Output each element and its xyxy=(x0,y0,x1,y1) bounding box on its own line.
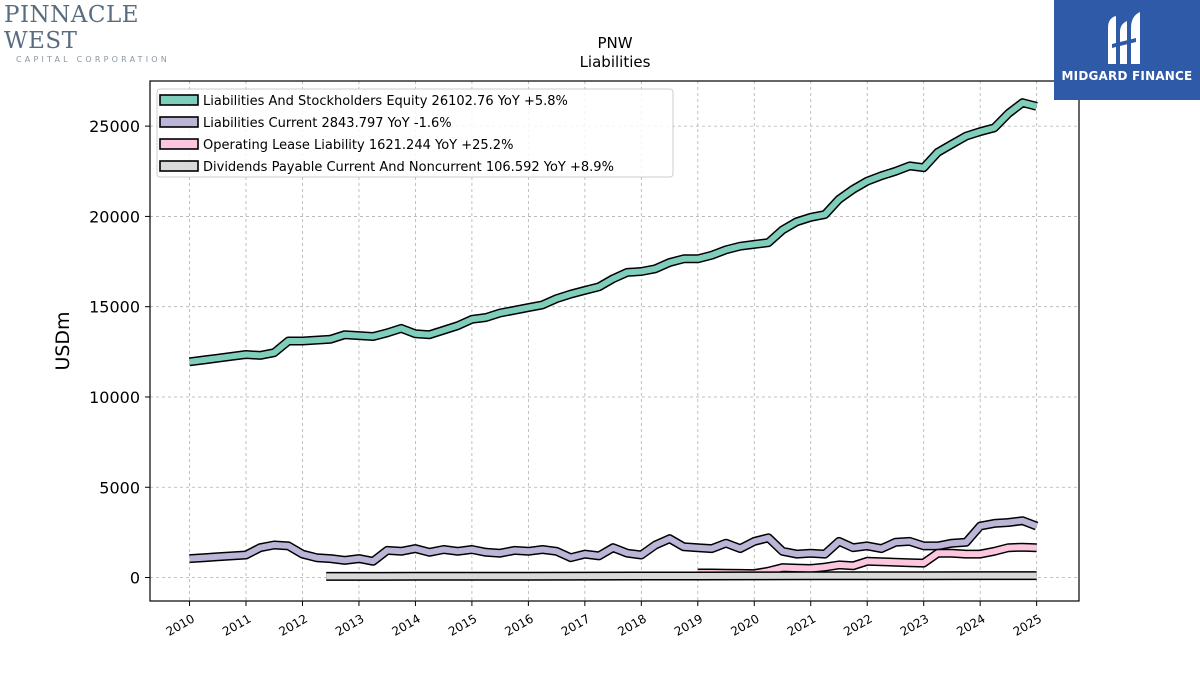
x-tick-label: 2024 xyxy=(954,611,987,638)
x-tick-label: 2018 xyxy=(615,611,648,638)
x-tick-label: 2015 xyxy=(446,611,479,638)
x-tick-label: 2017 xyxy=(559,611,592,638)
legend-swatch xyxy=(159,94,199,106)
series-line xyxy=(189,517,1038,565)
x-tick-label: 2011 xyxy=(220,611,253,638)
x-tick-label: 2022 xyxy=(841,611,874,638)
chart-subtitle: Liabilities xyxy=(580,53,651,71)
legend-swatch xyxy=(159,160,199,172)
x-tick-label: 2021 xyxy=(785,611,818,638)
x-tick-label: 2013 xyxy=(333,611,366,638)
x-tick-label: 2012 xyxy=(277,611,310,638)
x-tick-label: 2016 xyxy=(502,611,535,638)
legend-label: Liabilities And Stockholders Equity 2610… xyxy=(203,94,568,109)
series-layer xyxy=(188,98,1039,581)
midgard-finance-logo: MIDGARD FINANCE xyxy=(1054,0,1200,100)
y-tick-label: 5000 xyxy=(99,478,140,497)
x-tick-label: 2019 xyxy=(672,611,705,638)
chart-title: PNW xyxy=(597,34,632,52)
y-tick-label: 20000 xyxy=(89,207,140,226)
midgard-mark-icon xyxy=(1108,12,1140,64)
pinnacle-west-logo: PINNACLE WEST CAPITAL CORPORATION xyxy=(4,2,194,64)
series-line xyxy=(189,99,1038,365)
x-tick-label: 2020 xyxy=(728,611,761,638)
logo-subtitle: CAPITAL CORPORATION xyxy=(16,55,170,64)
x-tick-label: 2025 xyxy=(1011,611,1044,638)
logo-name: PINNACLE WEST xyxy=(4,2,140,54)
x-tick-label: 2014 xyxy=(389,611,422,638)
legend-swatch xyxy=(159,138,199,150)
y-axis-label: USDm xyxy=(52,311,74,370)
brand-name: MIDGARD FINANCE xyxy=(1061,69,1193,83)
y-tick-label: 10000 xyxy=(89,388,140,407)
legend-label: Operating Lease Liability 1621.244 YoY +… xyxy=(203,138,513,153)
y-tick-label: 0 xyxy=(130,569,140,588)
y-tick-label: 25000 xyxy=(89,117,140,136)
legend-box xyxy=(156,88,674,178)
legend-label: Dividends Payable Current And Noncurrent… xyxy=(203,160,614,175)
legend-swatch xyxy=(159,116,199,128)
x-tick-label: 2010 xyxy=(164,611,197,638)
y-tick-label: 15000 xyxy=(89,298,140,317)
series-line xyxy=(326,572,1037,580)
plot-frame xyxy=(149,80,1080,602)
x-tick-label: 2023 xyxy=(898,611,931,638)
legend-label: Liabilities Current 2843.797 YoY -1.6% xyxy=(203,116,452,131)
legend: Liabilities And Stockholders Equity 2610… xyxy=(156,88,674,178)
